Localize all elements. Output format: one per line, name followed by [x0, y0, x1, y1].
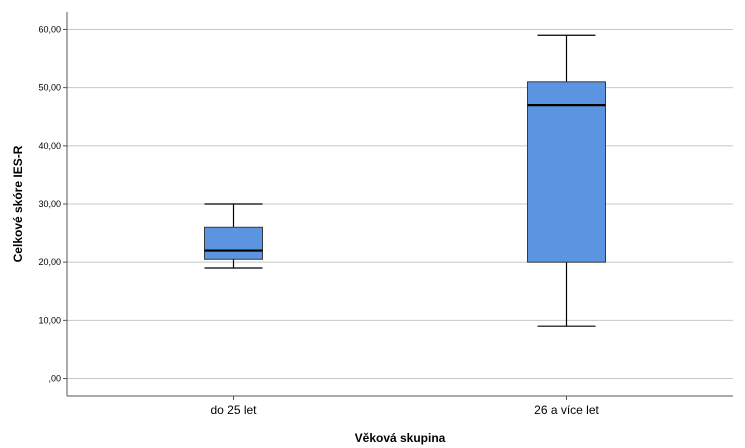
x-axis-categories: do 25 let 26 a více let [210, 396, 600, 417]
x-tick-label: 26 a více let [534, 403, 599, 417]
y-axis-title: Celkové skóre IES-R [11, 145, 25, 262]
box-group [204, 203, 263, 269]
gridlines [67, 28, 733, 380]
x-axis-title: Věková skupina [355, 431, 446, 445]
y-tick-label: 20,00 [38, 257, 61, 267]
y-tick-label: 40,00 [38, 141, 61, 151]
y-axis-ticks: ,00 10,00 20,00 30,00 40,00 50,00 60,00 [38, 24, 67, 384]
y-tick-label: 10,00 [38, 315, 61, 325]
y-tick-label: ,00 [48, 374, 61, 384]
x-tick-label: do 25 let [210, 403, 257, 417]
y-tick-label: 60,00 [38, 24, 61, 34]
y-tick-label: 50,00 [38, 83, 61, 93]
iqr-box [527, 81, 606, 263]
box-group [527, 34, 606, 327]
boxplot-boxes [204, 34, 606, 327]
iqr-box [204, 226, 263, 260]
y-tick-label: 30,00 [38, 199, 61, 209]
